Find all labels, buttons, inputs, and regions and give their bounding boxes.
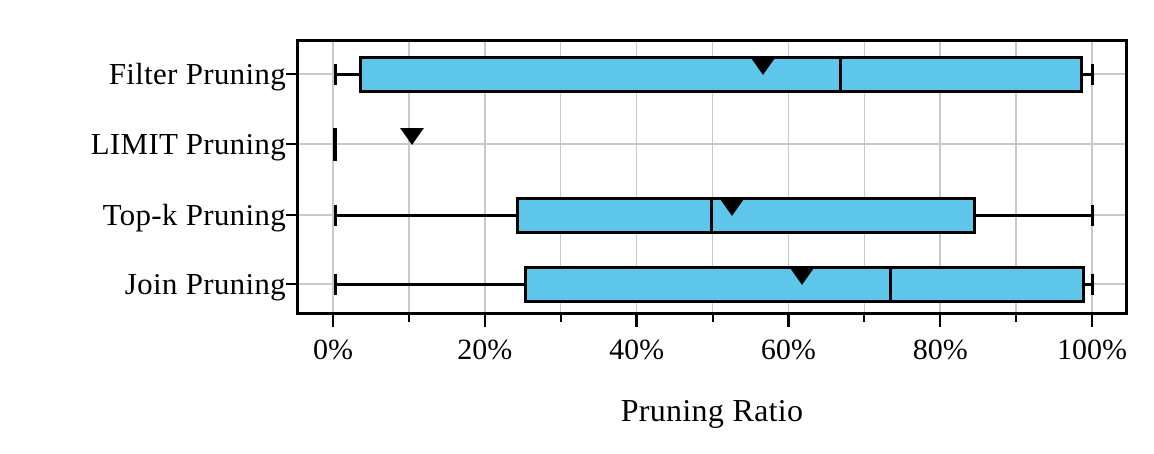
- median-line: [710, 196, 714, 234]
- y-tick-mark: [286, 213, 296, 217]
- x-tick-label: 100%: [1057, 333, 1127, 366]
- x-tick-mark-major: [1090, 315, 1094, 327]
- x-tick-label: 40%: [609, 333, 665, 366]
- grid-line-vertical: [332, 42, 334, 312]
- mean-marker: [750, 58, 775, 75]
- whisker-cap-low: [333, 273, 337, 295]
- grid-line-vertical: [559, 42, 562, 312]
- box: [358, 55, 1083, 93]
- x-tick-mark-minor: [407, 315, 410, 322]
- grid-line-vertical: [711, 42, 714, 312]
- x-tick-label: 80%: [912, 333, 968, 366]
- y-tick-label: Top-k Pruning: [102, 197, 286, 232]
- x-tick-mark-major: [787, 315, 790, 327]
- whisker-line-low: [335, 282, 525, 286]
- mean-marker: [399, 128, 424, 145]
- x-tick-label: 0%: [313, 333, 353, 366]
- whisker-cap-high: [1090, 204, 1094, 226]
- box: [515, 196, 976, 234]
- x-tick-label: 20%: [457, 333, 513, 366]
- whisker-cap-high: [1090, 273, 1094, 295]
- grid-line-vertical: [939, 42, 941, 312]
- grid-line-vertical: [408, 42, 410, 312]
- x-tick-label: 60%: [760, 333, 816, 366]
- mean-marker: [720, 199, 745, 216]
- x-tick-mark-minor: [1015, 315, 1018, 322]
- x-tick-mark-major: [938, 315, 942, 327]
- x-axis-label: Pruning Ratio: [620, 392, 804, 428]
- whisker-cap-high: [1090, 63, 1094, 85]
- grid-line-vertical: [1091, 42, 1093, 312]
- x-tick-mark-major: [635, 315, 638, 327]
- whisker-line-high: [1085, 282, 1092, 286]
- grid-line-vertical: [863, 42, 866, 312]
- whisker-line-low: [335, 213, 516, 217]
- y-tick-mark: [286, 72, 296, 76]
- median-line: [888, 265, 892, 303]
- grid-line-horizontal: [299, 143, 1125, 145]
- whisker-cap-low: [333, 204, 337, 226]
- y-tick-label: Join Pruning: [124, 266, 286, 301]
- grid-line-vertical: [635, 42, 638, 312]
- mean-marker: [790, 268, 815, 285]
- grid-line-vertical: [1015, 42, 1017, 312]
- x-tick-mark-major: [483, 315, 487, 327]
- grid-line-vertical: [484, 42, 486, 312]
- whisker-line-high: [1082, 72, 1092, 76]
- x-tick-mark-major: [331, 315, 335, 327]
- x-tick-mark-minor: [559, 315, 562, 322]
- whisker-cap-low: [333, 63, 337, 85]
- y-tick-mark: [286, 282, 296, 286]
- median-line: [838, 55, 842, 93]
- box-degenerate: [332, 127, 337, 161]
- grid-line-vertical: [787, 42, 790, 312]
- whisker-line-high: [975, 213, 1092, 217]
- y-tick-label: Filter Pruning: [108, 56, 286, 91]
- x-tick-mark-minor: [711, 315, 714, 322]
- y-tick-mark: [286, 142, 296, 146]
- whisker-line-low: [335, 72, 359, 76]
- y-tick-label: LIMIT Pruning: [90, 126, 286, 161]
- x-tick-mark-minor: [863, 315, 866, 322]
